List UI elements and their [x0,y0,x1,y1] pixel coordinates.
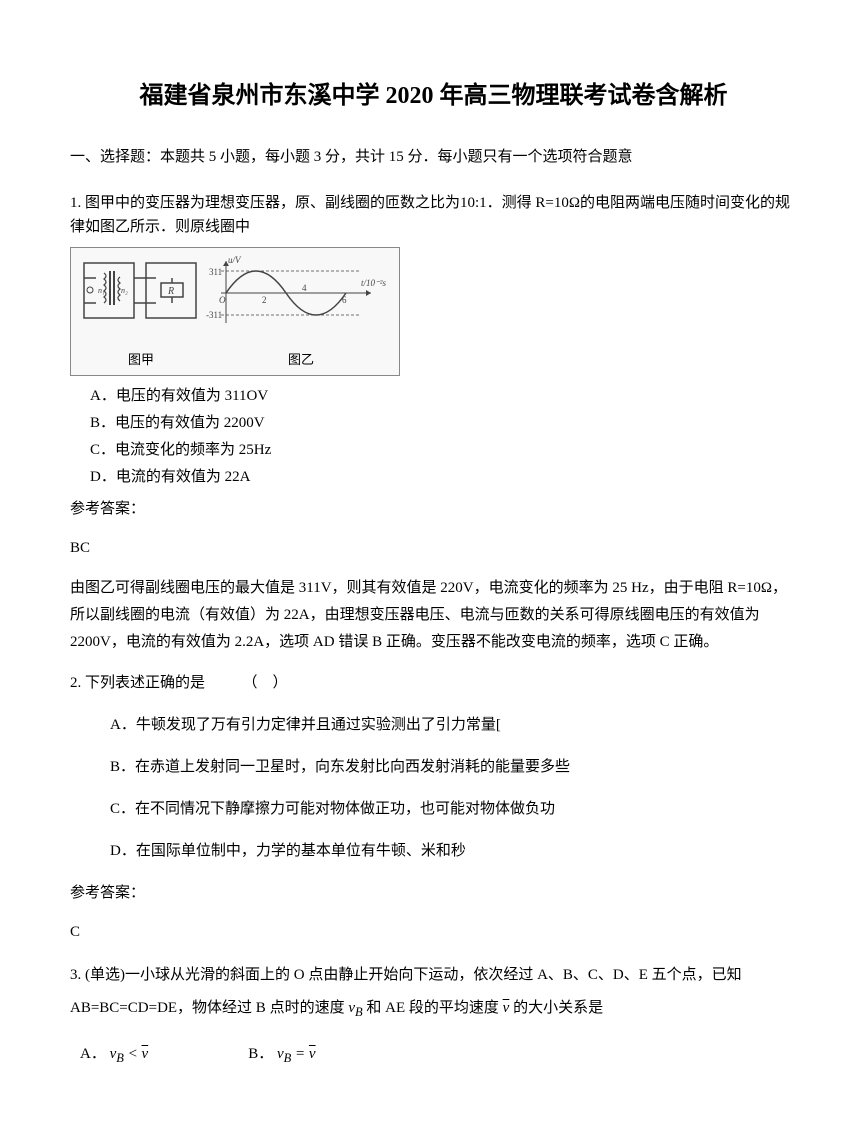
question-3: 3. (单选)一小球从光滑的斜面上的 O 点由静止开始向下运动，依次经过 A、B… [70,959,797,1068]
q2-option-b: B．在赤道上发射同一卫星时，向东发射比向西发射消耗的能量要多些 [110,755,797,779]
q3-text: 3. (单选)一小球从光滑的斜面上的 O 点由静止开始向下运动，依次经过 A、B… [70,959,797,1027]
q1-option-d: D．电流的有效值为 22A [90,465,797,489]
figure2-label: 图乙 [206,350,396,371]
q3-text-part3: 的大小关系是 [513,1000,603,1016]
svg-text:n₂: n₂ [121,286,128,295]
q3-text-part2: 和 AE 段的平均速度 [366,1000,499,1016]
vbar-symbol: v [503,1000,510,1016]
q2-answer-label: 参考答案： [70,881,797,905]
exam-title: 福建省泉州市东溪中学 2020 年高三物理联考试卷含解析 [70,80,797,114]
q2-option-a: A．牛顿发现了万有引力定律并且通过实验测出了引力常量[ [110,713,797,737]
q1-explanation: 由图乙可得副线圈电压的最大值是 311V，则其有效值是 220V，电流变化的频率… [70,575,797,656]
q3-optA-label: A． [80,1046,106,1062]
svg-text:2: 2 [262,295,267,305]
q3-optB-label: B． [248,1046,273,1062]
figure1-label: 图甲 [76,350,206,371]
q1-answer: BC [70,536,797,560]
svg-text:-311: -311 [206,310,222,320]
q2-option-d: D．在国际单位制中，力学的基本单位有牛顿、米和秒 [110,839,797,863]
q3-optB-formula: vB = v [277,1046,316,1062]
vb-symbol: vB [348,1000,362,1016]
omega-icon-2: Ω [761,580,772,596]
section-header: 一、选择题：本题共 5 小题，每小题 3 分，共计 15 分．每小题只有一个选项… [70,144,797,171]
svg-text:n₁: n₁ [98,286,105,295]
svg-text:u/V: u/V [228,255,242,265]
q3-option-a: A． vB < v [80,1042,148,1068]
q3-optA-formula: vB < v [110,1046,149,1062]
svg-text:6: 6 [342,295,347,305]
svg-text:R: R [167,286,174,297]
q1-options: A．电压的有效值为 311OV B．电压的有效值为 2200V C．电流变化的频… [90,384,797,489]
q1-answer-label: 参考答案： [70,497,797,521]
q1-exp-part1: 由图乙可得副线圈电压的最大值是 311V，则其有效值是 220V，电流变化的频率… [70,580,761,596]
q1-option-a: A．电压的有效值为 311OV [90,384,797,408]
svg-text:t/10⁻²s: t/10⁻²s [361,278,386,288]
circuit-figure: n₁ n₂ R 图甲 [76,253,206,371]
q2-answer: C [70,920,797,944]
q1-text-part1: 1. 图甲中的变压器为理想变压器，原、副线圈的匝数之比为10:1．测得 R=10 [70,195,569,211]
omega-icon: Ω [569,195,580,211]
q1-figures: n₁ n₂ R 图甲 [70,247,400,377]
q3-option-b: B． vB = v [248,1042,315,1068]
q2-options: A．牛顿发现了万有引力定律并且通过实验测出了引力常量[ B．在赤道上发射同一卫星… [110,713,797,863]
sine-figure: 311 -311 u/V O 2 4 6 t/10⁻²s 图乙 [206,253,396,371]
svg-text:311: 311 [209,267,222,277]
svg-text:4: 4 [302,283,307,293]
q1-option-b: B．电压的有效值为 2200V [90,411,797,435]
q1-option-c: C．电流变化的频率为 25Hz [90,438,797,462]
svg-text:O: O [219,295,226,305]
q2-option-c: C．在不同情况下静摩擦力可能对物体做正功，也可能对物体做负功 [110,797,797,821]
question-1: 1. 图甲中的变压器为理想变压器，原、副线圈的匝数之比为10:1．测得 R=10… [70,191,797,657]
q3-options: A． vB < v B． vB = v [80,1042,797,1068]
q1-text: 1. 图甲中的变压器为理想变压器，原、副线圈的匝数之比为10:1．测得 R=10… [70,191,797,239]
question-2: 2. 下列表述正确的是 （ ） A．牛顿发现了万有引力定律并且通过实验测出了引力… [70,671,797,944]
q2-text: 2. 下列表述正确的是 （ ） [70,671,797,695]
